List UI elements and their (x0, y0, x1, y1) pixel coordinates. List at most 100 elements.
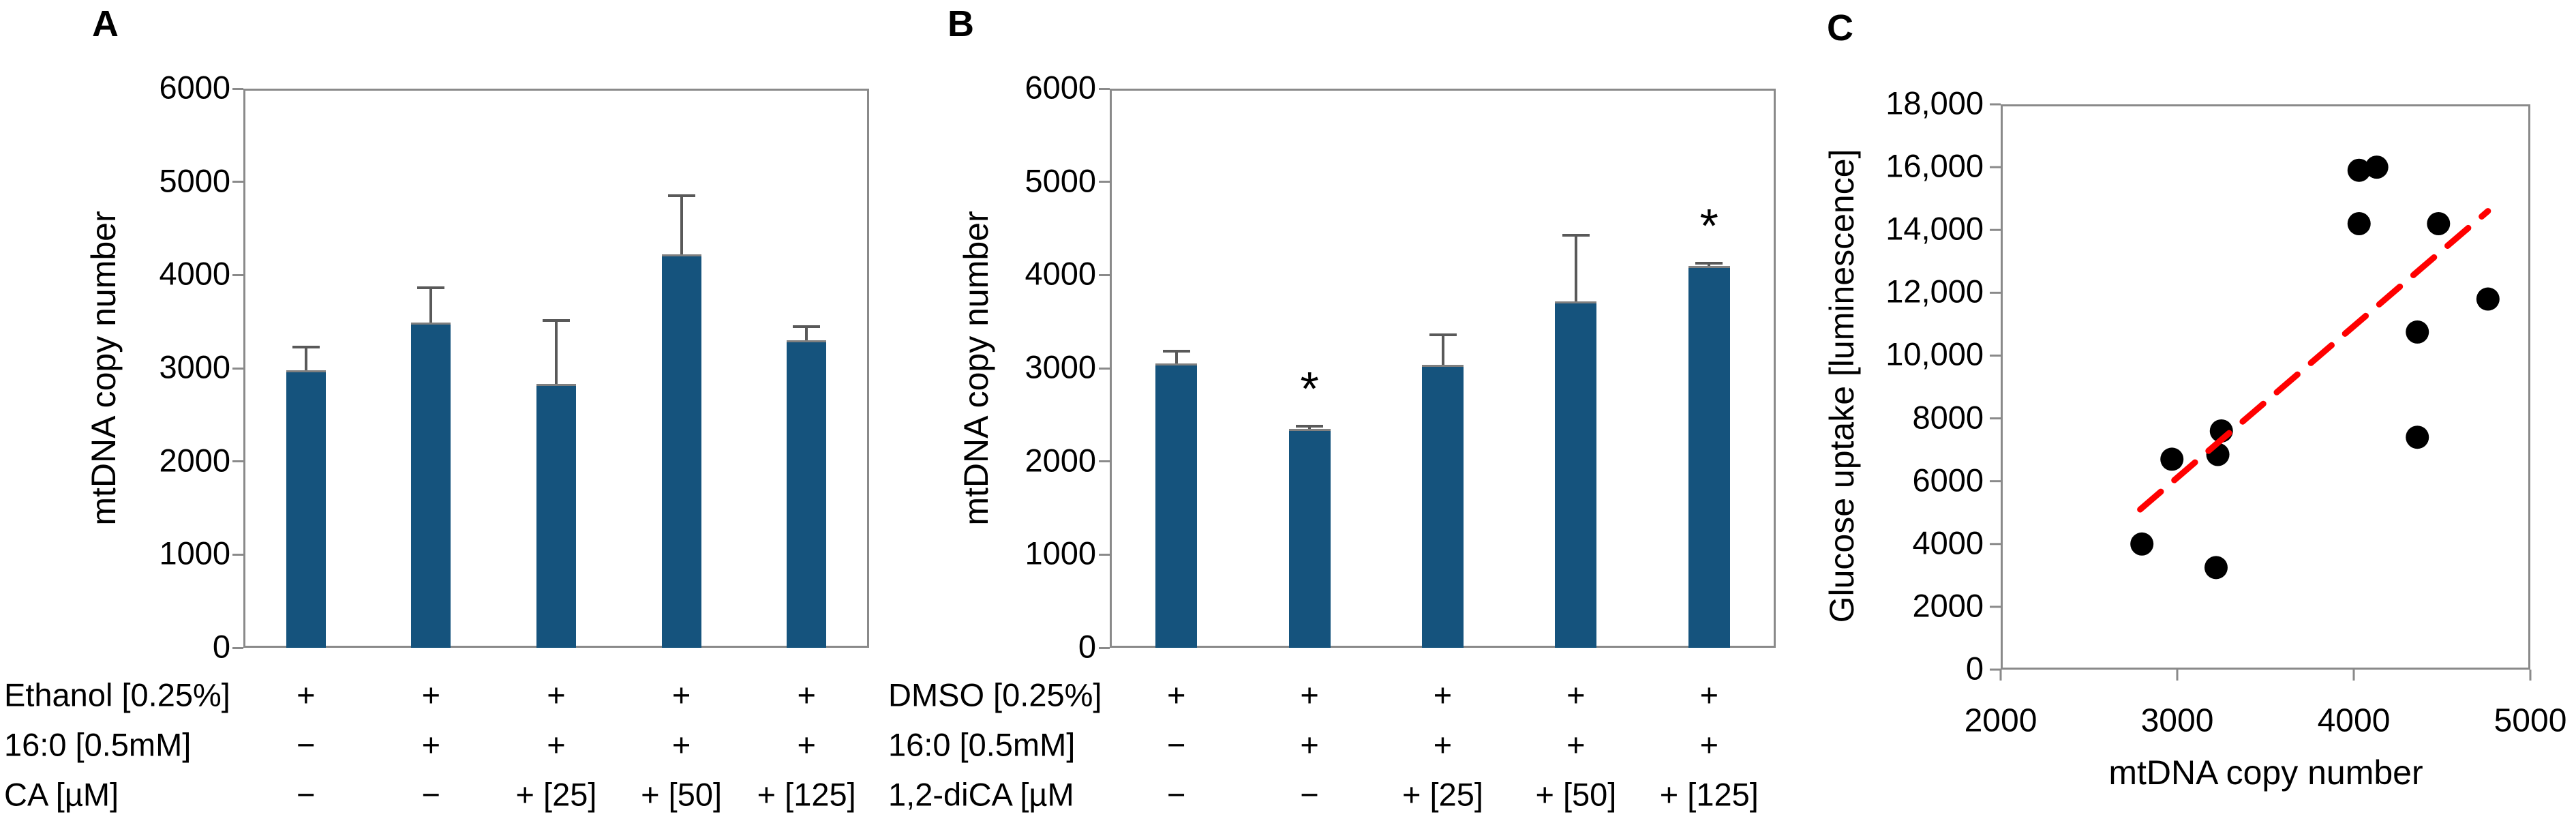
data-point (2204, 556, 2228, 580)
error-bar-cap (1695, 261, 1723, 265)
treatment-row-label: Ethanol [0.25%] (4, 676, 230, 713)
error-bar-line (1708, 263, 1711, 266)
error-bar-line (1308, 426, 1312, 429)
treatment-cell: + (1566, 676, 1586, 713)
treatment-cell: + (671, 726, 691, 763)
bar (1155, 363, 1198, 648)
y-axis-tick-label: 0 (1078, 628, 1096, 665)
y-axis-tick-label: 3000 (1025, 348, 1096, 385)
y-axis-tick (1099, 553, 1110, 556)
error-bar-line (429, 288, 433, 323)
error-bar-line (805, 326, 808, 340)
y-axis-tick (232, 181, 243, 183)
treatment-cell: + (1699, 726, 1719, 763)
treatment-cell: + (421, 676, 441, 713)
significance-asterisk: * (1699, 198, 1718, 252)
x-axis-tick-label: 5000 (2494, 702, 2567, 739)
data-point (2347, 212, 2371, 236)
treatment-cell: − (297, 726, 316, 763)
panel-c-label: C (1827, 8, 1853, 48)
treatment-cell: + (671, 676, 691, 713)
y-axis-tick-label: 12,000 (1885, 273, 1984, 310)
data-point (2160, 447, 2184, 471)
y-axis-tick-label: 2000 (1025, 441, 1096, 478)
bar (1688, 265, 1730, 648)
error-bar-cap (417, 286, 445, 290)
treatment-cell: − (1300, 776, 1319, 813)
data-point (2130, 532, 2154, 556)
data-point (2347, 158, 2371, 182)
treatment-cell: + (1300, 726, 1319, 763)
error-bar-cap (667, 194, 695, 198)
bar (286, 370, 326, 648)
bar (1288, 428, 1331, 648)
y-axis-tick-label: 16,000 (1885, 147, 1984, 184)
data-point (2427, 212, 2451, 236)
y-axis-tick (1099, 646, 1110, 649)
y-axis-tick (1099, 460, 1110, 463)
y-axis-tick-label: 1000 (1025, 535, 1096, 571)
bar (1555, 301, 1597, 648)
treatment-cell: + [25] (515, 776, 597, 813)
treatment-cell: − (1166, 776, 1186, 813)
treatment-cell: − (297, 776, 316, 813)
x-axis-tick-label: 4000 (2317, 702, 2391, 739)
treatment-row-label: CA [µM] (4, 776, 119, 813)
treatment-cell: + (547, 676, 566, 713)
error-bar-line (680, 196, 683, 255)
y-axis-tick (232, 367, 243, 370)
significance-asterisk: * (1300, 361, 1319, 415)
treatment-cell: + (297, 676, 316, 713)
treatment-cell: + (1300, 676, 1319, 713)
y-axis-tick-label: 2000 (159, 441, 230, 478)
treatment-cell: + (1566, 726, 1586, 763)
treatment-cell: + (797, 726, 816, 763)
bar (536, 384, 576, 648)
y-axis-tick (232, 273, 243, 276)
panel-c-x-axis-title: mtDNA copy number (2108, 753, 2423, 792)
y-axis-tick (232, 553, 243, 556)
y-axis-tick-label: 6000 (1025, 69, 1096, 106)
y-axis-tick-label: 10,000 (1885, 335, 1984, 372)
data-point (2406, 426, 2429, 449)
treatment-cell: + (547, 726, 566, 763)
y-axis-tick (1099, 87, 1110, 90)
y-axis-tick-label: 18,000 (1885, 85, 1984, 121)
treatment-cell: + [125] (1659, 776, 1759, 813)
bar (1422, 364, 1464, 648)
y-axis-tick-label: 0 (212, 628, 230, 665)
panel-a-label: A (92, 3, 119, 44)
bar (411, 323, 451, 648)
y-axis-tick-label: 5000 (159, 162, 230, 198)
y-axis-tick-label: 6000 (159, 69, 230, 106)
y-axis-tick-label: 4000 (159, 255, 230, 292)
error-bar-cap (793, 325, 821, 328)
treatment-cell: + [50] (1535, 776, 1617, 813)
data-point (2476, 287, 2500, 311)
error-bar-line (1175, 351, 1178, 364)
treatment-row-label: 1,2-diCA [µM (888, 776, 1074, 813)
trend-line (2137, 208, 2491, 513)
error-bar-cap (1429, 333, 1457, 336)
treatment-cell: + (421, 726, 441, 763)
treatment-row-label: 16:0 [0.5mM] (888, 726, 1076, 763)
y-axis-tick-label: 2000 (1912, 587, 1984, 624)
bar (661, 254, 701, 648)
error-bar-cap (1562, 233, 1590, 237)
data-point (2406, 320, 2429, 344)
error-bar-line (1441, 334, 1444, 365)
x-axis-tick-label: 2000 (1964, 702, 2037, 739)
y-axis-tick-label: 0 (1965, 650, 1984, 687)
treatment-cell: + (1433, 726, 1453, 763)
y-axis-tick-label: 1000 (159, 535, 230, 571)
treatment-cell: + (797, 676, 816, 713)
y-axis-tick-label: 4000 (1912, 524, 1984, 561)
treatment-cell: + [25] (1402, 776, 1483, 813)
treatment-cell: + [125] (757, 776, 856, 813)
treatment-cell: + (1699, 676, 1719, 713)
plot-border (2001, 104, 2530, 670)
error-bar-line (304, 346, 307, 370)
y-axis-tick (1099, 273, 1110, 276)
y-axis-tick (1099, 367, 1110, 370)
treatment-cell: − (421, 776, 441, 813)
